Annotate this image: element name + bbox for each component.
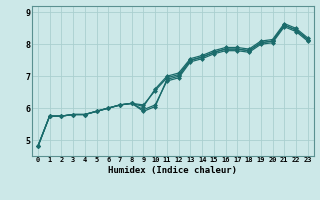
X-axis label: Humidex (Indice chaleur): Humidex (Indice chaleur) (108, 166, 237, 175)
